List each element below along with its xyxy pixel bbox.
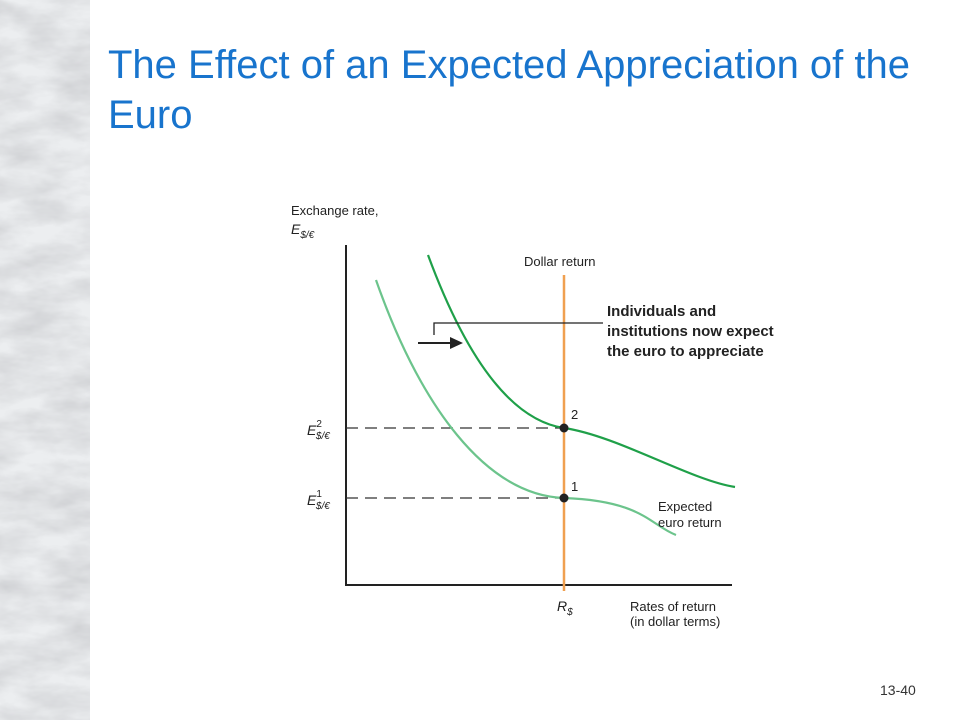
x-axis-label: Rates of return (in dollar terms): [630, 599, 720, 629]
y-tick-e2: E2 $/€: [307, 419, 330, 442]
shift-arrow-head: [450, 337, 463, 349]
exchange-rate-diagram: Exchange rate, E$/€ Dollar return 2 1 E2…: [291, 203, 736, 629]
axes: [345, 245, 732, 586]
expected-euro-return-label: Expected euro return: [658, 499, 722, 530]
equilibrium-point-2: [559, 423, 569, 433]
y-axis-label: Exchange rate,: [291, 203, 378, 218]
x-tick-r-dollar: R$: [557, 598, 573, 618]
slide-title: The Effect of an Expected Appreciation o…: [108, 43, 911, 137]
marble-sidebar-texture: [0, 0, 90, 720]
point-label-2: 2: [571, 407, 578, 422]
slide-number: 13-40: [880, 682, 916, 698]
point-label-1: 1: [571, 479, 578, 494]
expected-euro-return-curve-old: [374, 279, 677, 537]
callout-leader-line: [433, 322, 603, 335]
callout-text: Individuals and institutions now expect …: [607, 303, 774, 360]
y-tick-e1: E1 $/€: [307, 489, 330, 512]
dollar-return-label: Dollar return: [524, 254, 596, 269]
y-axis-symbol: E$/€: [291, 221, 315, 241]
equilibrium-point-1: [559, 493, 569, 503]
